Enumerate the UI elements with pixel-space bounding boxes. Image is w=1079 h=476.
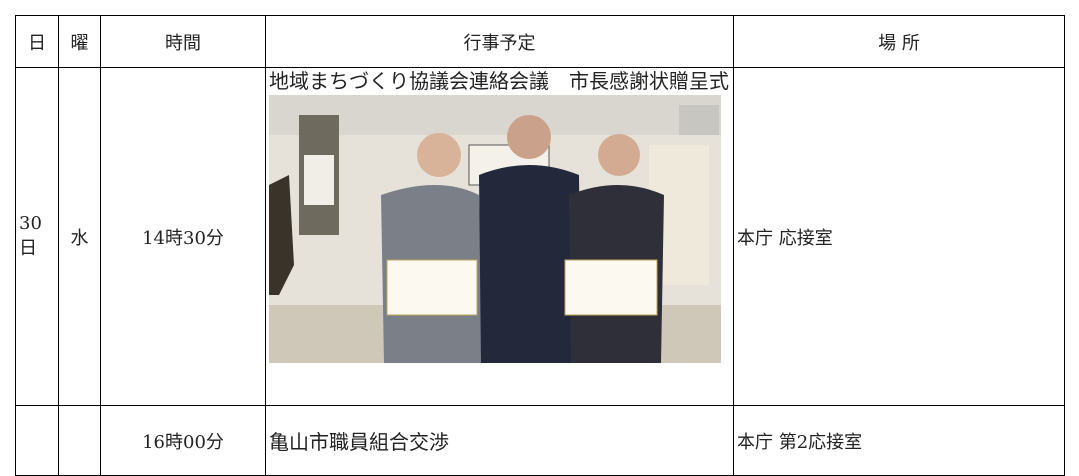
time: 14時30分 xyxy=(100,67,266,406)
row: 16時00分 亀山市職員組合交渉 本庁 第2応接室 xyxy=(15,405,1065,476)
header-cell: 曜 xyxy=(58,15,101,68)
photo xyxy=(269,95,721,363)
header-cell: 行事予定 xyxy=(265,15,734,68)
place: 本庁 第2応接室 xyxy=(733,405,1065,476)
weekday xyxy=(58,405,101,476)
event: 地域まちづくり協議会連絡会議 市長感謝状贈呈式 xyxy=(269,69,729,93)
header-cell: 場 所 xyxy=(733,15,1065,68)
weekday: 水 xyxy=(58,67,101,406)
header-cell: 日 xyxy=(15,15,59,68)
row: 30日 水 14時30分 地域まちづくり協議会連絡会議 市長感謝状贈呈式 本庁 … xyxy=(15,67,1065,406)
place: 本庁 応接室 xyxy=(733,67,1065,406)
time: 16時00分 xyxy=(100,405,266,476)
header-row: 日 曜 時間 行事予定 場 所 xyxy=(15,15,1065,68)
schedule-table: 日 曜 時間 行事予定 場 所 30日 水 14時30分 地域まちづくり協議会連… xyxy=(15,15,1065,476)
event: 亀山市職員組合交渉 xyxy=(265,405,734,476)
page: 日 曜 時間 行事予定 場 所 30日 水 14時30分 地域まちづくり協議会連… xyxy=(15,15,1065,476)
event-cell: 地域まちづくり協議会連絡会議 市長感謝状贈呈式 xyxy=(265,67,734,406)
day xyxy=(15,405,59,476)
header-cell: 時間 xyxy=(100,15,266,68)
day: 30日 xyxy=(15,67,59,406)
